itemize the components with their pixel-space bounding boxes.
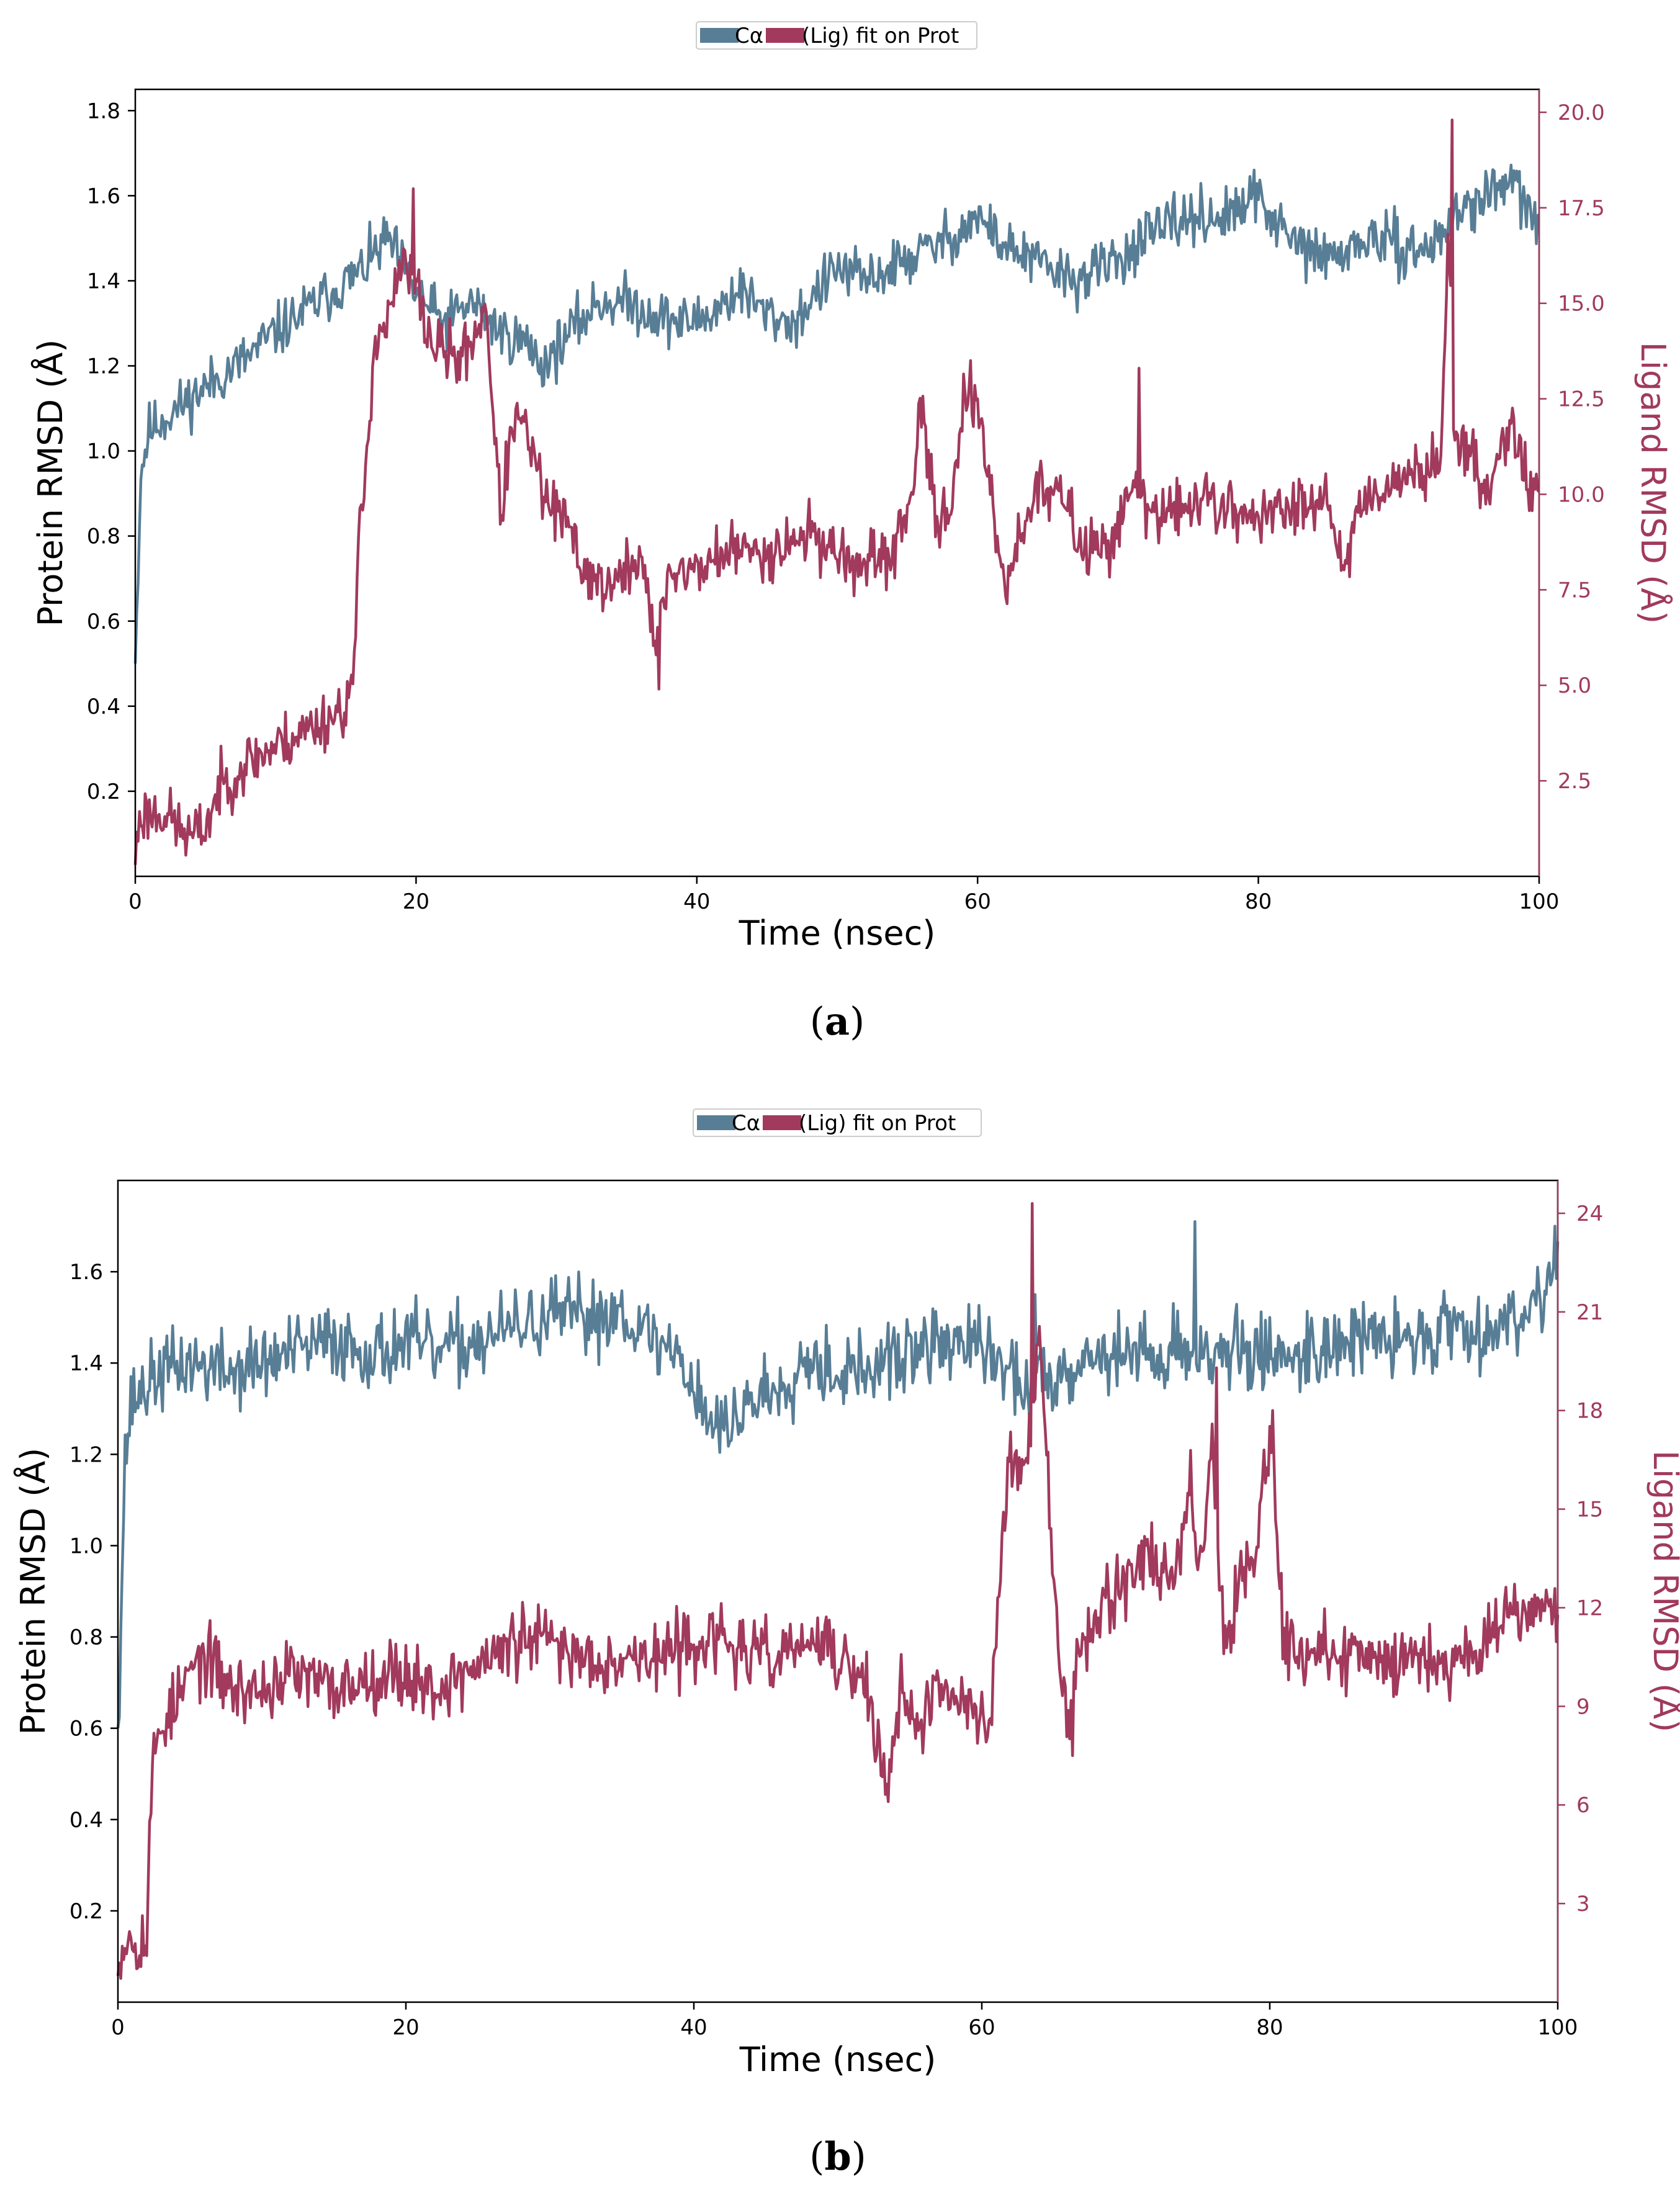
caption-close-paren: ) <box>851 2134 866 2179</box>
x-tick-label-a: 100 <box>1519 889 1560 914</box>
y-right-tick-label-a: 20.0 <box>1558 101 1605 125</box>
y-left-tick-label-a: 1.2 <box>87 354 120 379</box>
panel-caption-a: (a) <box>810 999 865 1044</box>
legend-swatch-protein <box>700 28 739 43</box>
y-left-tick-label-b: 1.4 <box>70 1351 103 1376</box>
y-right-tick-label-b: 6 <box>1576 1793 1590 1818</box>
legend-swatch-protein <box>697 1115 735 1130</box>
y-left-tick-label-a: 0.4 <box>87 694 120 719</box>
y-right-tick-label-b: 12 <box>1576 1596 1603 1620</box>
series-line-protein-b <box>116 1220 1560 1728</box>
caption-letter: a <box>825 999 850 1044</box>
y-right-tick-label-b: 18 <box>1576 1399 1603 1424</box>
y-right-tick-label-a: 15.0 <box>1558 292 1605 317</box>
x-tick-label-a: 40 <box>683 889 710 914</box>
x-axis-label-a: Time (nsec) <box>739 914 936 953</box>
x-tick-label-b: 0 <box>111 2015 125 2040</box>
y-left-tick-label-a: 0.6 <box>87 609 120 634</box>
series-line-protein-a <box>133 163 1540 664</box>
y-left-tick-label-b: 1.0 <box>70 1534 103 1558</box>
y-left-tick-label-b: 1.6 <box>70 1260 103 1285</box>
legend-swatch-ligand <box>766 28 804 43</box>
series-line-ligand-b <box>116 1202 1560 1980</box>
y-right-tick-label-b: 3 <box>1576 1892 1590 1917</box>
y-right-tick-label-b: 9 <box>1576 1694 1590 1719</box>
y-right-tick-label-a: 7.5 <box>1558 578 1591 603</box>
y-left-tick-label-a: 1.0 <box>87 439 120 464</box>
panel-a: Cα (Lig) fit on Prot 0 20 40 60 80 100 0.2 0.4 0.6… <box>30 21 1673 1044</box>
y-left-tick-label-b: 0.6 <box>70 1717 103 1741</box>
y-left-tick-label-a: 1.6 <box>87 184 120 209</box>
y-right-axis-label-a: Ligand RMSD (Å) <box>1633 342 1673 624</box>
legend-b: Cα (Lig) fit on Prot <box>693 1108 982 1137</box>
x-tick-label-b: 100 <box>1538 2015 1578 2040</box>
y-right-tick-label-b: 24 <box>1576 1202 1603 1226</box>
y-left-axis-label-b: Protein RMSD (Å) <box>13 1448 53 1735</box>
legend-label-ligand: (Lig) fit on Prot <box>802 24 959 48</box>
chart-b: Cα (Lig) fit on Prot 0 20 40 60 80 100 0.2 0.4 0.6… <box>13 1108 1680 2179</box>
caption-open-paren: ( <box>809 2134 824 2179</box>
y-left-tick-label-a: 1.4 <box>87 269 120 294</box>
x-tick-label-b: 40 <box>680 2015 707 2040</box>
caption-close-paren: ) <box>850 999 865 1044</box>
y-left-tick-label-b: 0.8 <box>70 1625 103 1650</box>
y-right-tick-label-b: 21 <box>1576 1300 1603 1325</box>
x-tick-label-a: 0 <box>128 889 142 914</box>
y-left-tick-label-a: 1.8 <box>87 99 120 124</box>
x-axis-label-b: Time (nsec) <box>739 2040 937 2079</box>
y-left-tick-label-b: 1.2 <box>70 1442 103 1467</box>
plot-frame-a <box>134 88 1540 878</box>
y-left-tick-label-b: 0.4 <box>70 1808 103 1833</box>
y-right-tick-label-a: 2.5 <box>1558 769 1591 794</box>
y-right-tick-label-a: 17.5 <box>1558 196 1605 221</box>
y-left-tick-label-b: 0.2 <box>70 1899 103 1924</box>
y-right-axis-label-b: Ligand RMSD (Å) <box>1646 1450 1680 1732</box>
legend-swatch-ligand <box>763 1115 801 1130</box>
legend-label-ligand: (Lig) fit on Prot <box>799 1111 956 1136</box>
series-line-ligand-a <box>133 118 1540 865</box>
plot-frame-b <box>117 1179 1559 2003</box>
caption-letter: b <box>824 2134 851 2179</box>
x-tick-label-a: 60 <box>964 889 991 914</box>
caption-open-paren: ( <box>810 999 825 1044</box>
y-left-tick-label-a: 0.8 <box>87 524 120 549</box>
x-tick-label-b: 80 <box>1256 2015 1283 2040</box>
y-right-tick-label-a: 5.0 <box>1558 673 1591 698</box>
legend-label-protein: Cα <box>732 1111 760 1136</box>
panel-caption-b: (b) <box>809 2134 866 2179</box>
y-left-tick-label-a: 0.2 <box>87 780 120 804</box>
x-tick-label-a: 80 <box>1245 889 1272 914</box>
y-left-axis-label-a: Protein RMSD (Å) <box>30 339 70 627</box>
panel-b: Cα (Lig) fit on Prot 0 20 40 60 80 100 0.2 0.4 0.6… <box>0 1101 1680 2202</box>
x-tick-label-b: 20 <box>392 2015 419 2040</box>
legend-label-protein: Cα <box>735 24 763 48</box>
y-right-tick-label-a: 10.0 <box>1558 482 1605 507</box>
legend-a: Cα (Lig) fit on Prot <box>696 21 977 50</box>
y-right-tick-label-a: 12.5 <box>1558 387 1605 412</box>
chart-a: Cα (Lig) fit on Prot 0 20 40 60 80 100 0.2 0.4 0.6… <box>30 21 1673 1044</box>
y-right-tick-label-b: 15 <box>1576 1498 1603 1522</box>
x-tick-label-a: 20 <box>403 889 429 914</box>
x-tick-label-b: 60 <box>968 2015 995 2040</box>
